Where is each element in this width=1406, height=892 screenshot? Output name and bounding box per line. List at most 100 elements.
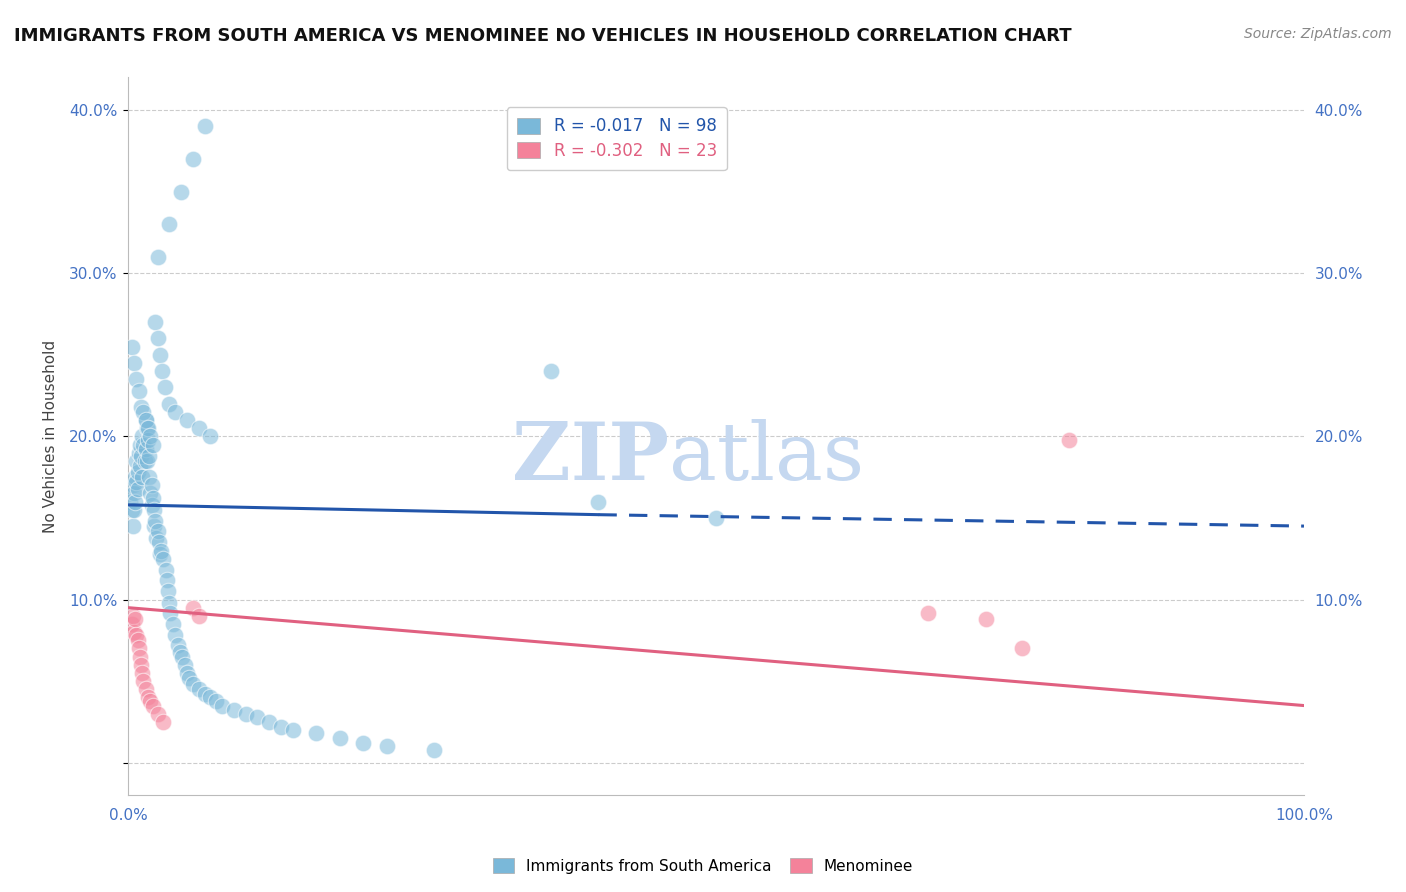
Point <box>136 690 159 705</box>
Point <box>125 628 148 642</box>
Point <box>125 454 148 468</box>
Point <box>139 429 162 443</box>
Text: atlas: atlas <box>669 419 865 497</box>
Point <box>211 698 233 713</box>
Point <box>146 706 169 721</box>
Point <box>1011 641 1033 656</box>
Point <box>149 348 172 362</box>
Point <box>149 547 172 561</box>
Point <box>128 445 150 459</box>
Point <box>187 608 209 623</box>
Point <box>135 442 157 457</box>
Point <box>132 674 155 689</box>
Point <box>136 433 159 447</box>
Point <box>976 612 998 626</box>
Point <box>181 600 204 615</box>
Point <box>134 454 156 468</box>
Point <box>141 498 163 512</box>
Point <box>170 185 193 199</box>
Point <box>200 690 222 705</box>
Point <box>157 217 180 231</box>
Point <box>143 514 166 528</box>
Point <box>138 470 160 484</box>
Point <box>135 413 157 427</box>
Point <box>157 397 180 411</box>
Point <box>124 494 146 508</box>
Text: ZIP: ZIP <box>512 419 669 497</box>
Point <box>205 693 228 707</box>
Point <box>235 706 257 721</box>
Point <box>157 596 180 610</box>
Point <box>146 524 169 538</box>
Point <box>162 617 184 632</box>
Point <box>156 573 179 587</box>
Point <box>200 429 222 443</box>
Point <box>1057 433 1080 447</box>
Point <box>124 612 146 626</box>
Point <box>122 625 145 640</box>
Point <box>917 606 939 620</box>
Legend: Immigrants from South America, Menominee: Immigrants from South America, Menominee <box>486 852 920 880</box>
Point <box>222 703 245 717</box>
Point <box>136 454 159 468</box>
Point <box>270 720 292 734</box>
Legend: R = -0.017   N = 98, R = -0.302   N = 23: R = -0.017 N = 98, R = -0.302 N = 23 <box>508 107 727 170</box>
Point <box>129 400 152 414</box>
Point <box>181 152 204 166</box>
Point <box>121 608 143 623</box>
Point <box>124 470 146 484</box>
Point <box>121 478 143 492</box>
Point <box>132 437 155 451</box>
Point <box>148 535 170 549</box>
Point <box>120 494 142 508</box>
Point <box>131 429 153 443</box>
Point <box>157 584 180 599</box>
Point <box>136 421 159 435</box>
Point <box>131 665 153 680</box>
Point <box>281 723 304 737</box>
Point <box>122 486 145 500</box>
Point <box>152 714 174 729</box>
Point <box>194 687 217 701</box>
Point <box>150 543 173 558</box>
Point <box>121 519 143 533</box>
Point <box>129 657 152 672</box>
Point <box>143 315 166 329</box>
Point <box>129 649 152 664</box>
Point <box>127 482 149 496</box>
Point <box>166 638 188 652</box>
Point <box>127 465 149 479</box>
Point <box>139 693 162 707</box>
Point <box>142 698 165 713</box>
Point <box>129 449 152 463</box>
Point <box>127 633 149 648</box>
Point <box>187 682 209 697</box>
Point <box>704 511 727 525</box>
Y-axis label: No Vehicles in Household: No Vehicles in Household <box>44 340 58 533</box>
Point <box>588 494 610 508</box>
Point <box>159 606 181 620</box>
Point <box>152 551 174 566</box>
Point <box>128 384 150 398</box>
Point <box>121 617 143 632</box>
Point <box>176 413 198 427</box>
Point <box>155 563 177 577</box>
Point <box>173 657 195 672</box>
Point <box>135 413 157 427</box>
Point <box>132 405 155 419</box>
Point <box>146 250 169 264</box>
Point <box>121 503 143 517</box>
Point <box>121 340 143 354</box>
Point <box>129 437 152 451</box>
Point <box>246 710 269 724</box>
Point <box>139 486 162 500</box>
Point <box>131 470 153 484</box>
Point <box>375 739 398 754</box>
Point <box>329 731 352 746</box>
Point <box>179 671 201 685</box>
Point <box>138 449 160 463</box>
Point <box>352 736 374 750</box>
Point <box>540 364 562 378</box>
Point <box>142 437 165 451</box>
Point <box>136 421 159 435</box>
